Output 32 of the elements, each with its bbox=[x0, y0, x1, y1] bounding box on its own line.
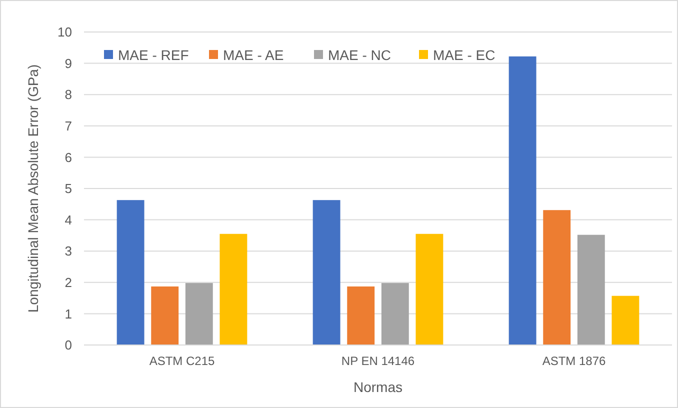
legend-label: MAE - EC bbox=[433, 46, 496, 63]
y-tick-label: 7 bbox=[64, 118, 72, 134]
y-axis-title: Longitudinal Mean Absolute Error (GPa) bbox=[25, 64, 41, 313]
x-tick-label: ASTM 1876 bbox=[542, 354, 606, 368]
y-tick-label: 6 bbox=[64, 150, 72, 165]
bar bbox=[543, 210, 571, 345]
bar bbox=[312, 200, 340, 345]
bar bbox=[381, 283, 409, 345]
bar bbox=[612, 296, 640, 345]
y-tick-label: 5 bbox=[64, 181, 72, 196]
bar bbox=[508, 56, 536, 345]
x-tick-label: ASTM C215 bbox=[149, 354, 215, 368]
legend-label: MAE - REF bbox=[118, 46, 189, 63]
bar bbox=[347, 286, 375, 345]
y-tick-label: 0 bbox=[64, 338, 72, 353]
y-tick-label: 9 bbox=[64, 56, 72, 71]
bar bbox=[116, 200, 144, 345]
bar bbox=[151, 286, 179, 345]
bar bbox=[577, 234, 605, 345]
y-tick-label: 8 bbox=[64, 87, 72, 102]
y-tick-label: 2 bbox=[64, 274, 72, 290]
legend-label: MAE - AE bbox=[223, 46, 284, 63]
y-tick-label: 3 bbox=[64, 244, 72, 259]
y-tick-label: 1 bbox=[64, 306, 72, 322]
bar bbox=[220, 234, 248, 345]
legend-label: MAE - NC bbox=[328, 46, 391, 63]
y-tick-label: 10 bbox=[58, 24, 72, 40]
y-tick-label: 4 bbox=[64, 212, 72, 228]
x-axis-title: Normas bbox=[353, 379, 403, 395]
bar bbox=[416, 234, 444, 345]
bar bbox=[185, 283, 213, 345]
x-tick-label: NP EN 14146 bbox=[341, 354, 415, 368]
